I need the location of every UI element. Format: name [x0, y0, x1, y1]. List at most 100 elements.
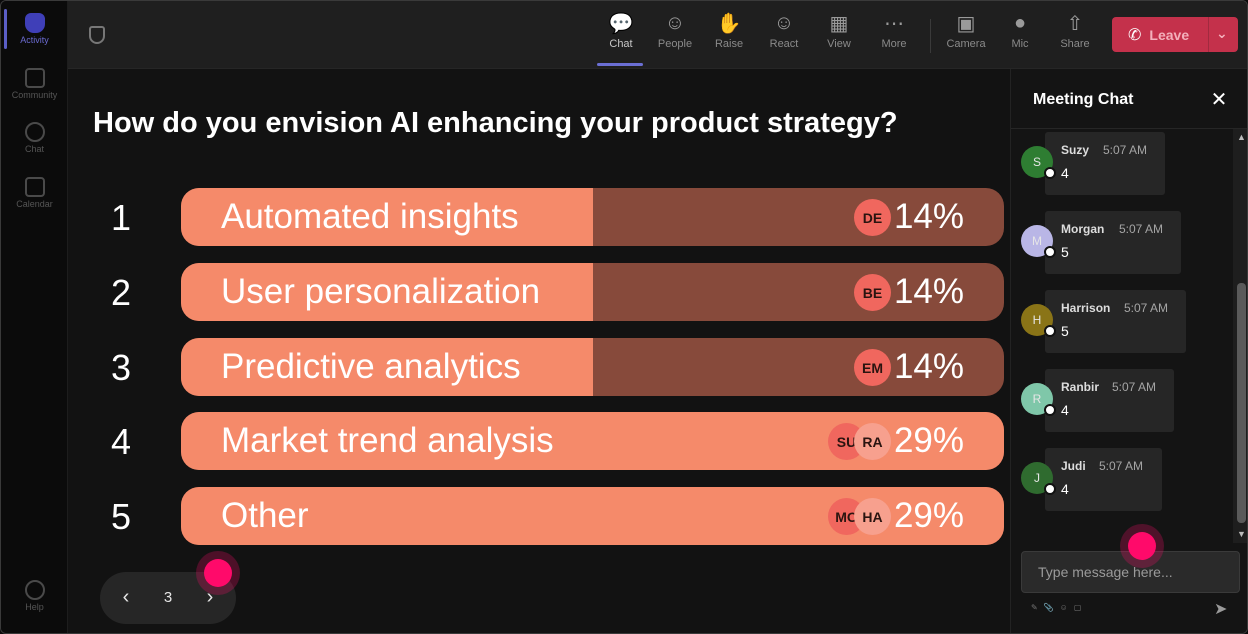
rail-item-calendar[interactable]: Calendar [1, 177, 68, 209]
message-time: 5:07 AM [1119, 222, 1164, 236]
close-icon[interactable]: ✕ [1210, 89, 1228, 111]
share-icon: ⇧ [1066, 12, 1084, 35]
rail-item-community[interactable]: Community [1, 68, 68, 100]
leave-divider [1208, 17, 1209, 52]
option-percent: 14% [893, 272, 964, 311]
option-label: Market trend analysis [221, 421, 554, 460]
attach-icon[interactable]: 📎 [1043, 603, 1054, 612]
chat-message[interactable]: Suzy 5:07 AM 4 [1045, 132, 1165, 195]
message-time: 5:07 AM [1112, 380, 1157, 394]
page-number: 3 [163, 589, 173, 606]
poll-option[interactable]: 4 Market trend analysis SU RA 29% [68, 412, 1010, 470]
chat-message-input[interactable] [1021, 551, 1240, 593]
toolbar-label: View [827, 38, 851, 50]
chat-message[interactable]: Ranbir 5:07 AM 4 [1045, 369, 1174, 432]
message-time: 5:07 AM [1099, 459, 1144, 473]
toolbar-label: Camera [946, 38, 986, 50]
avatar-initial: J [1034, 471, 1040, 485]
presence-indicator [1044, 167, 1056, 179]
raise-hand-icon: ✋ [716, 12, 742, 35]
pointer-indicator [204, 559, 232, 587]
chevron-down-icon[interactable]: ⌄ [1216, 25, 1228, 41]
message-text: 5 [1061, 323, 1069, 339]
option-label: Predictive analytics [221, 347, 521, 386]
toolbar-label: Chat [609, 38, 633, 50]
leave-button[interactable]: ✆ Leave ⌄ [1112, 17, 1238, 52]
presence-indicator [1044, 483, 1056, 495]
message-sender: Ranbir [1061, 380, 1100, 394]
chat-message[interactable]: Morgan 5:07 AM 5 [1045, 211, 1181, 274]
avatar-initial: H [1032, 313, 1042, 327]
shield-icon [89, 26, 105, 44]
scroll-down-icon[interactable]: ▼ [1237, 529, 1246, 539]
rail-item-label: Community [11, 90, 58, 100]
message-sender: Suzy [1061, 143, 1090, 157]
avatar: J [1021, 462, 1056, 495]
chat-title: Meeting Chat [1033, 91, 1134, 108]
rail-item-chat[interactable]: Chat [1, 122, 68, 154]
option-bar: Automated insights DE 14% [181, 188, 1004, 246]
poll-option[interactable]: 3 Predictive analytics EM 14% [68, 338, 1010, 396]
toolbar-chat-button[interactable]: 💬 Chat [597, 11, 645, 66]
poll-option[interactable]: 1 Automated insights DE 14% [68, 188, 1010, 246]
chat-scrollbar[interactable]: ▲ ▼ [1233, 129, 1247, 543]
poll-option[interactable]: 2 User personalization BE 14% [68, 263, 1010, 321]
option-bar: Other MO HA 29% [181, 487, 1004, 545]
chat-message[interactable]: Harrison 5:07 AM 5 [1045, 290, 1186, 353]
option-percent: 14% [893, 197, 964, 236]
message-text: 4 [1061, 481, 1069, 497]
toolbar-label: Share [1060, 38, 1090, 50]
pointer-indicator [1128, 532, 1156, 560]
toolbar-raise-button[interactable]: ✋ Raise [705, 11, 753, 61]
rail-item-activity[interactable]: Activity [1, 13, 68, 45]
phone-hangup-icon: ✆ [1128, 26, 1142, 44]
option-percent: 14% [893, 347, 964, 386]
toolbar-label: People [657, 38, 693, 50]
chevron-left-icon[interactable]: ‹ [122, 586, 130, 608]
voter-avatar: BE [854, 274, 891, 311]
option-number: 3 [110, 347, 132, 388]
rail-item-label: Chat [24, 144, 44, 154]
left-rail: Activity Community Chat Calendar Help [1, 1, 68, 633]
message-time: 5:07 AM [1124, 301, 1169, 315]
poll-option[interactable]: 5 Other MO HA 29% [68, 487, 1010, 545]
react-icon: ☺ [773, 11, 795, 34]
emoji-icon[interactable]: ☺ [1059, 603, 1068, 612]
toolbar-mic-button[interactable]: ● Mic [996, 11, 1044, 61]
mic-icon: ● [1013, 11, 1027, 34]
send-icon[interactable]: ➤ [1214, 601, 1228, 618]
gif-icon[interactable]: ▢ [1073, 603, 1082, 612]
people-icon: ☺ [664, 11, 686, 34]
avatar: H [1021, 304, 1056, 337]
toolbar-label: More [881, 38, 907, 50]
voter-avatar: EM [854, 349, 891, 386]
toolbar-share-button[interactable]: ⇧ Share [1051, 11, 1099, 61]
option-label: Automated insights [221, 197, 519, 236]
voter-avatar: HA [854, 498, 891, 535]
message-text: 4 [1061, 402, 1069, 418]
presence-indicator [1044, 325, 1056, 337]
calendar-icon [24, 177, 45, 197]
chevron-right-icon[interactable]: › [206, 586, 214, 608]
toolbar-camera-button[interactable]: ▣ Camera [942, 11, 990, 61]
toolbar-react-button[interactable]: ☺ React [760, 11, 808, 61]
toolbar-people-button[interactable]: ☺ People [651, 11, 699, 61]
chat-divider [1011, 128, 1247, 129]
chat-message[interactable]: Judi 5:07 AM 4 [1045, 448, 1162, 511]
toolbar-view-button[interactable]: ▦ View [815, 11, 863, 61]
option-bar: Market trend analysis SU RA 29% [181, 412, 1004, 470]
option-label: User personalization [221, 272, 541, 311]
poll-stage: How do you envision AI enhancing your pr… [68, 69, 1010, 633]
toolbar-label: React [769, 38, 799, 50]
format-icon[interactable]: ✎ [1031, 603, 1038, 612]
message-sender: Harrison [1061, 301, 1111, 315]
toolbar-more-button[interactable]: ⋯ More [870, 11, 918, 61]
camera-off-icon: ▣ [956, 12, 976, 35]
leave-label: Leave [1149, 26, 1190, 43]
scrollbar-thumb[interactable] [1237, 283, 1246, 523]
option-percent: 29% [893, 421, 964, 460]
chat-message-list[interactable]: Suzy 5:07 AM 4 S Morgan 5:07 AM 5 M Harrison 5:07… [1011, 129, 1233, 543]
meeting-toolbar: 💬 Chat ☺ People ✋ Raise ☺ React ▦ View ⋯… [68, 1, 1247, 69]
scroll-up-icon[interactable]: ▲ [1237, 132, 1246, 142]
rail-item-help[interactable]: Help [1, 580, 68, 612]
